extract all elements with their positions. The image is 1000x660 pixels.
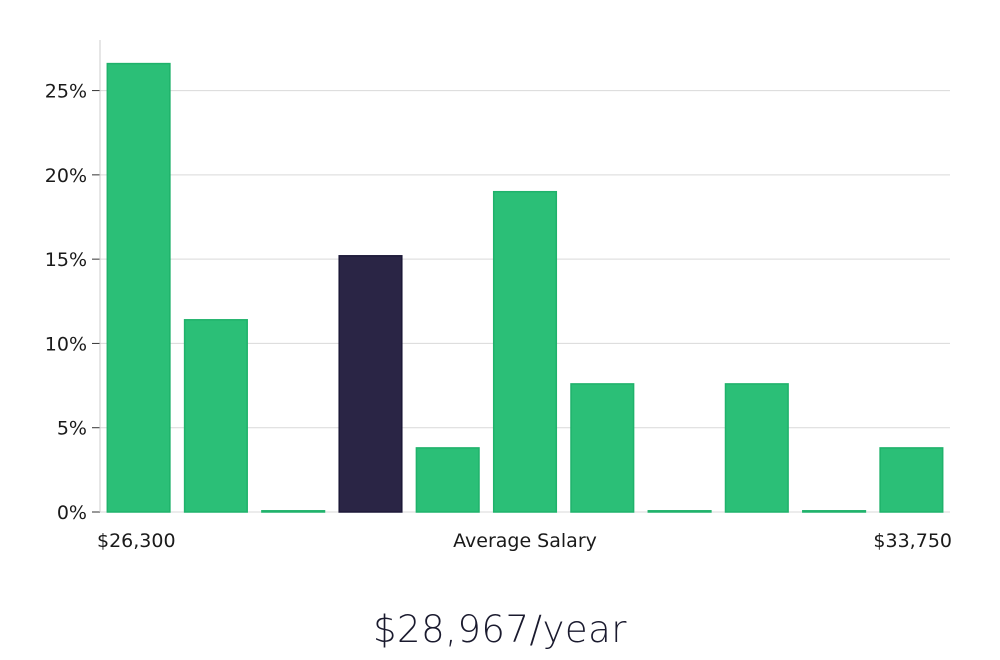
average-salary-headline: $28,967/year — [372, 608, 627, 651]
bar — [415, 447, 480, 513]
bar — [647, 510, 712, 513]
y-tick-label: 20% — [45, 165, 87, 187]
y-axis-ticks: 0% 5% 10% 15% 20% 25% — [45, 81, 100, 524]
bar — [724, 383, 789, 513]
y-tick-label: 10% — [45, 333, 87, 355]
bars — [106, 62, 944, 513]
bar — [261, 510, 326, 513]
bar-highlighted — [338, 255, 403, 513]
y-tick-label: 0% — [57, 502, 87, 524]
bar — [802, 510, 867, 513]
x-min-label: $26,300 — [97, 530, 176, 552]
bar — [570, 383, 635, 513]
y-tick-label: 15% — [45, 249, 87, 271]
bar — [183, 319, 248, 513]
y-tick-label: 5% — [57, 418, 87, 440]
bar — [492, 190, 558, 513]
x-max-label: $33,750 — [873, 530, 952, 552]
y-tick-label: 25% — [45, 81, 87, 103]
bar — [106, 62, 171, 513]
x-axis-title: Average Salary — [453, 530, 597, 552]
bar — [879, 447, 944, 513]
salary-histogram: 0%5%10%15%20%25% $26,300 Average Salary … — [45, 40, 952, 552]
